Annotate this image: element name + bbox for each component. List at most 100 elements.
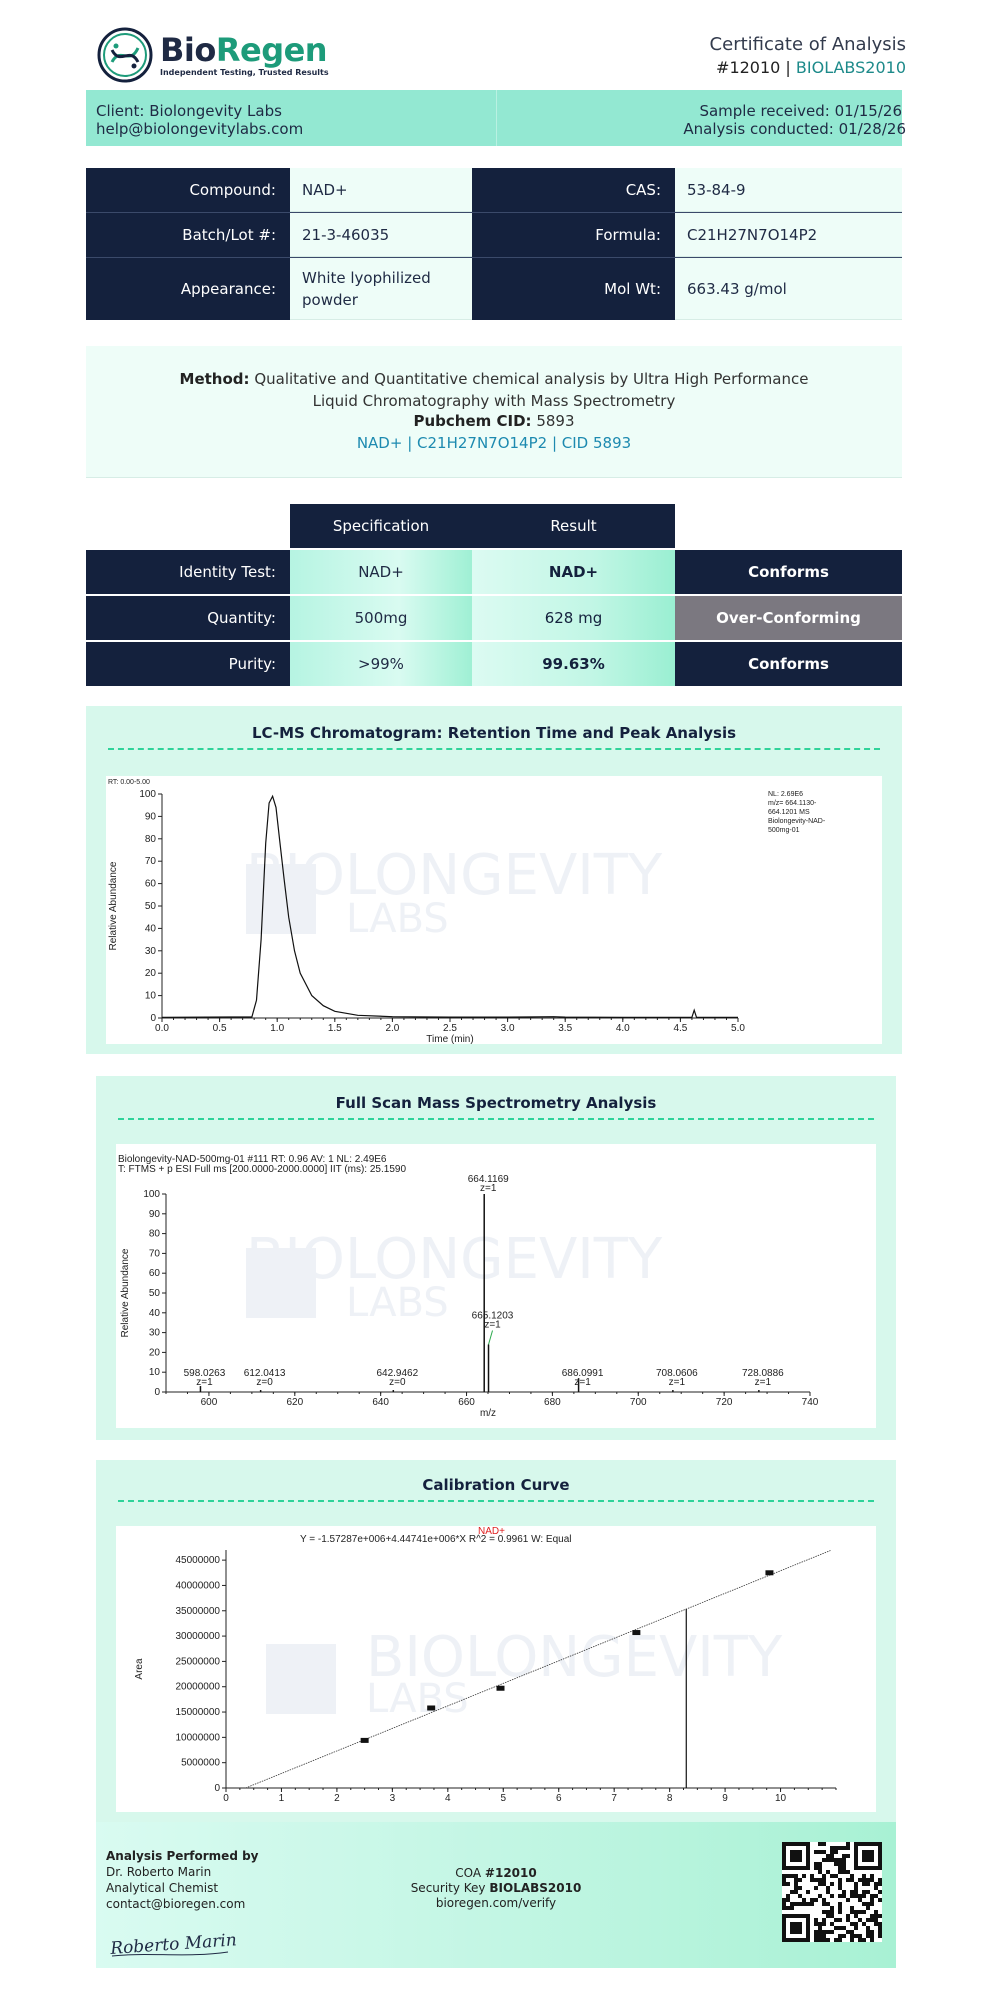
cas-label: CAS: (472, 168, 675, 212)
y-axis-label: Area (134, 1658, 145, 1680)
y-tick-label: 100 (143, 1189, 160, 1200)
status-badge: Conforms (675, 550, 902, 594)
qr-module (838, 1862, 842, 1866)
qr-module (842, 1870, 846, 1874)
qr-module (786, 1882, 790, 1886)
y-tick-label: 40000000 (176, 1580, 221, 1591)
qr-module (842, 1890, 846, 1894)
qr-module (830, 1858, 834, 1862)
qr-module (834, 1938, 838, 1942)
analyst-contact[interactable]: contact@bioregen.com (106, 1897, 246, 1911)
qr-module (854, 1890, 858, 1894)
purity-label: Purity: (86, 642, 290, 686)
pubchem-cid: Pubchem CID: 5893 (413, 412, 575, 430)
qr-module (802, 1874, 806, 1878)
y-tick-label: 45000000 (176, 1555, 221, 1566)
dna-logo-icon (97, 27, 153, 83)
qr-module (822, 1902, 826, 1906)
qr-module (874, 1922, 878, 1926)
qr-module (858, 1934, 862, 1938)
signature: Roberto Marin (109, 1930, 238, 1959)
qr-module (826, 1854, 830, 1858)
y-tick-label: 0 (214, 1783, 220, 1794)
qr-module (806, 1902, 810, 1906)
qr-module (802, 1898, 806, 1902)
qr-module (826, 1902, 830, 1906)
legend-entry: 500mg-01 (768, 827, 800, 834)
qr-module (810, 1874, 814, 1878)
y-tick-label: 20 (145, 968, 157, 979)
qr-module (866, 1890, 870, 1894)
y-tick-label: 20 (149, 1347, 161, 1358)
x-tick-label: 1.0 (270, 1023, 284, 1034)
qr-module (830, 1910, 834, 1914)
qr-module (878, 1914, 882, 1918)
x-tick-label: 6 (556, 1793, 562, 1804)
verify-link[interactable]: bioregen.com/verify (435, 1896, 557, 1910)
qr-module (830, 1850, 834, 1854)
y-axis-label: Relative Abundance (120, 1248, 131, 1337)
qr-code[interactable] (782, 1842, 882, 1942)
qr-module (838, 1878, 842, 1882)
qr-module (878, 1926, 882, 1930)
compound-summary-link[interactable]: NAD+ | C21H27N7O14P2 | CID 5893 (356, 434, 632, 452)
qr-module (874, 1914, 878, 1918)
qr-module (794, 1874, 798, 1878)
x-tick-label: 4.5 (673, 1023, 687, 1034)
client-info-bar: Client: Biolongevity Labs help@biolongev… (86, 90, 906, 146)
qr-module (822, 1898, 826, 1902)
x-tick-label: 5 (500, 1793, 506, 1804)
status-badge: Conforms (675, 642, 902, 686)
result-header: Result (472, 504, 675, 548)
watermark-subtext: LABS (346, 1280, 449, 1326)
qr-module (878, 1930, 882, 1934)
qr-module (786, 1894, 790, 1898)
watermark-text: BIOLONGEVITY (366, 1625, 783, 1690)
qr-module (846, 1846, 850, 1850)
x-tick-label: 620 (286, 1397, 303, 1408)
qr-module (818, 1870, 822, 1874)
y-tick-label: 0 (150, 1013, 156, 1024)
x-tick-label: 720 (716, 1397, 733, 1408)
y-tick-label: 35000000 (176, 1606, 221, 1617)
qr-module (790, 1906, 794, 1910)
mol-wt-label: Mol Wt: (472, 258, 675, 320)
qr-module (842, 1862, 846, 1866)
qr-module (782, 1878, 786, 1882)
y-tick-label: 80 (145, 834, 157, 845)
qr-module (818, 1850, 822, 1854)
qr-module (786, 1906, 790, 1910)
analyst-block: Analysis Performed by Dr. Roberto Marin … (106, 1848, 259, 1912)
qr-module (862, 1882, 866, 1886)
coa-code-link[interactable]: BIOLABS2010 (795, 58, 906, 77)
peak-charge-label: z=1 (574, 1377, 591, 1388)
qr-module (874, 1882, 878, 1886)
qr-module (866, 1902, 870, 1906)
y-tick-label: 50 (149, 1288, 161, 1299)
legend-entry: m/z= 664.1130- (768, 800, 817, 807)
x-axis-label: m/z (480, 1408, 496, 1419)
analyst-name: Dr. Roberto Marin (106, 1865, 212, 1879)
qr-module (786, 1898, 790, 1902)
qr-module (798, 1886, 802, 1890)
qr-module (830, 1914, 834, 1918)
table-row: Purity: >99% 99.63% Conforms (86, 642, 902, 686)
performed-by-label: Analysis Performed by (106, 1849, 259, 1863)
peak-label: 665.1203 (472, 1310, 514, 1321)
qr-module (798, 1878, 802, 1882)
qr-module (814, 1886, 818, 1890)
calibration-point (360, 1737, 369, 1743)
legend-entry: 664.1201 MS (768, 809, 810, 816)
x-tick-label: 8 (667, 1793, 673, 1804)
client-email[interactable]: help@biolongevitylabs.com (96, 120, 304, 138)
qr-module (862, 1874, 866, 1878)
qr-module (850, 1894, 854, 1898)
y-tick-label: 100 (139, 789, 156, 800)
qr-module (834, 1862, 838, 1866)
qr-module (806, 1890, 810, 1894)
y-tick-label: 15000000 (176, 1707, 221, 1718)
qr-module (782, 1906, 786, 1910)
qr-module (838, 1902, 842, 1906)
calibration-compound-label: NAD+ (478, 1526, 505, 1537)
qr-module (826, 1910, 830, 1914)
